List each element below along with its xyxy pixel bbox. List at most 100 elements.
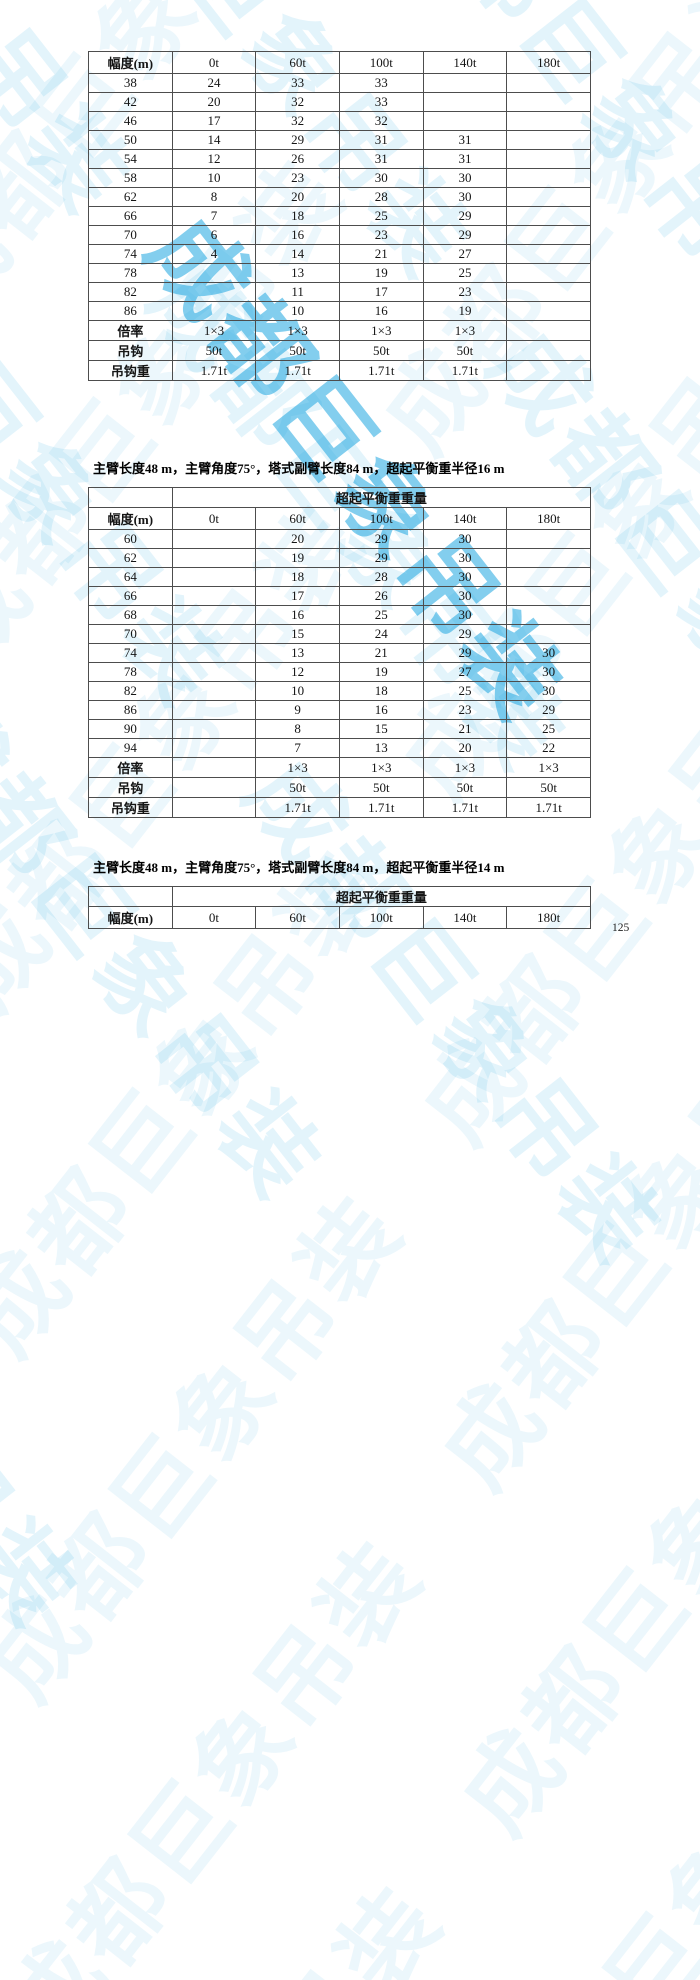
table-cell: 33 — [255, 73, 340, 93]
table-cell: 30 — [422, 187, 508, 207]
table-row: 70 6 16 23 29 — [88, 225, 591, 245]
table-cell: 1.71t — [338, 797, 424, 818]
column-header-cell: 0t — [171, 51, 257, 74]
table-cell — [506, 187, 591, 207]
table-cell: 11 — [255, 282, 340, 302]
table-cell: 94 — [88, 738, 173, 758]
table-cell: 50t — [422, 777, 508, 798]
table-cell: 1.71t — [338, 360, 424, 381]
table-cell — [88, 886, 173, 907]
table-row: 42 20 32 33 — [88, 92, 591, 112]
table-cell: 7 — [171, 206, 257, 226]
column-header-cell: 幅度(m) — [88, 507, 173, 530]
table-cell: 6 — [171, 225, 257, 245]
column-header-cell: 60t — [255, 507, 340, 530]
table-cell: 74 — [88, 244, 173, 264]
table-cell — [171, 662, 257, 682]
table-cell: 29 — [422, 206, 508, 226]
table-cell: 18 — [255, 206, 340, 226]
table-cell — [506, 301, 591, 321]
table-cell — [171, 681, 257, 701]
table-cell: 1.71t — [171, 360, 257, 381]
table-cell: 1.71t — [422, 360, 508, 381]
table-cell — [506, 130, 591, 150]
table-row: 86 10 16 19 — [88, 301, 591, 321]
table-cell: 1×3 — [422, 320, 508, 341]
table-cell: 8 — [171, 187, 257, 207]
table-cell: 82 — [88, 282, 173, 302]
table-cell: 70 — [88, 225, 173, 245]
table-cell — [506, 529, 591, 549]
table-cell — [171, 777, 257, 798]
table-cell: 16 — [338, 700, 424, 720]
table-cell: 倍率 — [88, 757, 173, 778]
table-cell: 1×3 — [171, 320, 257, 341]
table-cell: 18 — [255, 567, 340, 587]
table-cell: 9 — [255, 700, 340, 720]
table-cell — [88, 487, 173, 508]
table-row: 吊钩 50t 50t 50t 50t — [88, 340, 591, 361]
column-header-cell: 100t — [338, 906, 424, 929]
table-cell: 50t — [255, 777, 340, 798]
table-cell: 15 — [338, 719, 424, 739]
table-row: 70 15 24 29 — [88, 624, 591, 644]
table-cell: 16 — [255, 225, 340, 245]
table-cell: 13 — [338, 738, 424, 758]
table-cell — [171, 797, 257, 818]
table-cell: 21 — [338, 643, 424, 663]
table-cell: 4 — [171, 244, 257, 264]
table-cell: 吊钩 — [88, 340, 173, 361]
table-cell — [171, 282, 257, 302]
merged-header-row: 超起平衡重重量 — [88, 886, 592, 907]
page-number: 125 — [612, 922, 630, 934]
table-cell: 25 — [506, 719, 591, 739]
table-cell: 54 — [88, 149, 173, 169]
table-cell: 32 — [338, 111, 424, 131]
table-cell: 18 — [338, 681, 424, 701]
table-cell — [171, 605, 257, 625]
column-header-cell: 幅度(m) — [88, 906, 173, 929]
table-cell: 29 — [506, 700, 591, 720]
table-cell: 29 — [422, 643, 508, 663]
table-cell: 27 — [422, 662, 508, 682]
table-row: 58 10 23 30 30 — [88, 168, 591, 188]
table-cell: 19 — [338, 662, 424, 682]
column-header-cell: 幅度(m) — [88, 51, 173, 74]
table-cell — [506, 111, 591, 131]
table-cell: 16 — [338, 301, 424, 321]
table-cell: 10 — [255, 301, 340, 321]
table-cell: 50t — [338, 340, 424, 361]
table-row: 94 7 13 20 22 — [88, 738, 591, 758]
column-header-cell: 180t — [506, 906, 591, 929]
table-cell: 14 — [255, 244, 340, 264]
table-cell: 23 — [255, 168, 340, 188]
table-cell: 50t — [338, 777, 424, 798]
table-cell — [171, 548, 257, 568]
load-capacity-table-2: 超起平衡重重量 幅度(m) 0t 60t 100t 140t 180t 60 20 29 30 62 1… — [88, 487, 592, 818]
table-cell: 倍率 — [88, 320, 173, 341]
table-cell: 20 — [255, 529, 340, 549]
table-cell: 68 — [88, 605, 173, 625]
table-cell — [506, 263, 591, 283]
table-cell: 17 — [338, 282, 424, 302]
table-row: 54 12 26 31 31 — [88, 149, 591, 169]
column-header-cell: 60t — [255, 51, 340, 74]
table-cell: 14 — [171, 130, 257, 150]
table-cell — [171, 567, 257, 587]
table-cell: 1.71t — [506, 797, 591, 818]
table-row: 74 13 21 29 30 — [88, 643, 591, 663]
table-cell: 26 — [255, 149, 340, 169]
table-cell: 1.71t — [255, 797, 340, 818]
table-cell: 31 — [422, 149, 508, 169]
table-cell — [506, 168, 591, 188]
table-cell: 30 — [422, 548, 508, 568]
table-cell: 64 — [88, 567, 173, 587]
table-cell — [171, 586, 257, 606]
table-cell — [506, 320, 591, 341]
table-row: 86 9 16 23 29 — [88, 700, 591, 720]
column-header-cell: 180t — [506, 507, 591, 530]
table-row: 吊钩重 1.71t 1.71t 1.71t 1.71t — [88, 360, 591, 381]
table-cell: 16 — [255, 605, 340, 625]
table-cell — [506, 149, 591, 169]
table-cell: 25 — [338, 206, 424, 226]
